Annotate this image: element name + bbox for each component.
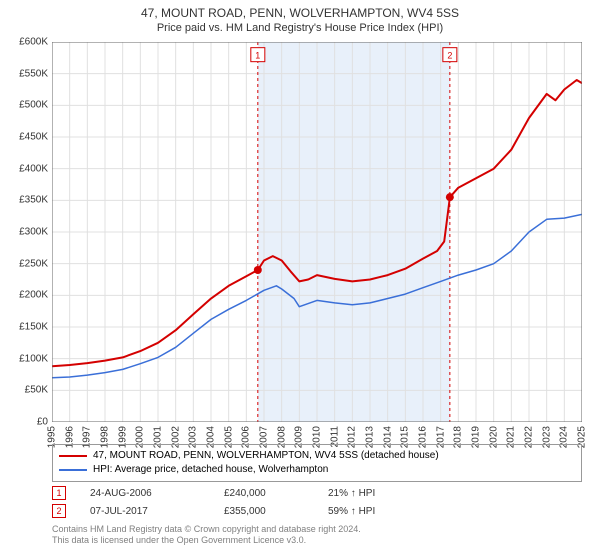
y-tick-label: £50K: [2, 385, 48, 396]
transaction-badge: 2: [52, 504, 66, 518]
legend-item: 47, MOUNT ROAD, PENN, WOLVERHAMPTON, WV4…: [59, 449, 575, 463]
y-tick-label: £300K: [2, 227, 48, 238]
legend-swatch: [59, 469, 87, 471]
chart-svg: 12: [52, 42, 582, 422]
footer-attribution: Contains HM Land Registry data © Crown c…: [52, 524, 582, 547]
y-tick-label: £350K: [2, 195, 48, 206]
transaction-date: 07-JUL-2017: [90, 506, 200, 517]
svg-text:1: 1: [255, 51, 260, 61]
y-tick-label: £0: [2, 417, 48, 428]
y-tick-label: £100K: [2, 353, 48, 364]
y-tick-label: £250K: [2, 258, 48, 269]
legend: 47, MOUNT ROAD, PENN, WOLVERHAMPTON, WV4…: [52, 444, 582, 482]
transactions-table: 1 24-AUG-2006 £240,000 21% ↑ HPI 2 07-JU…: [52, 484, 582, 520]
y-tick-label: £150K: [2, 322, 48, 333]
chart-title: 47, MOUNT ROAD, PENN, WOLVERHAMPTON, WV4…: [0, 0, 600, 22]
transaction-badge: 1: [52, 486, 66, 500]
footer-line: Contains HM Land Registry data © Crown c…: [52, 524, 582, 535]
transaction-price: £240,000: [224, 488, 304, 499]
y-tick-label: £600K: [2, 37, 48, 48]
transaction-date: 24-AUG-2006: [90, 488, 200, 499]
transaction-row: 2 07-JUL-2017 £355,000 59% ↑ HPI: [52, 502, 582, 520]
legend-item: HPI: Average price, detached house, Wolv…: [59, 463, 575, 477]
chart-container: 47, MOUNT ROAD, PENN, WOLVERHAMPTON, WV4…: [0, 0, 600, 560]
transaction-pct: 59% ↑ HPI: [328, 506, 428, 517]
transaction-price: £355,000: [224, 506, 304, 517]
footer-line: This data is licensed under the Open Gov…: [52, 535, 582, 546]
transaction-row: 1 24-AUG-2006 £240,000 21% ↑ HPI: [52, 484, 582, 502]
transaction-pct: 21% ↑ HPI: [328, 488, 428, 499]
y-tick-label: £200K: [2, 290, 48, 301]
y-tick-label: £500K: [2, 100, 48, 111]
legend-label: HPI: Average price, detached house, Wolv…: [93, 463, 328, 477]
y-tick-label: £450K: [2, 132, 48, 143]
chart-subtitle: Price paid vs. HM Land Registry's House …: [0, 22, 600, 38]
y-tick-label: £550K: [2, 68, 48, 79]
legend-label: 47, MOUNT ROAD, PENN, WOLVERHAMPTON, WV4…: [93, 449, 439, 463]
y-tick-label: £400K: [2, 163, 48, 174]
svg-text:2: 2: [447, 51, 452, 61]
chart-plot-area: 12: [52, 42, 582, 422]
legend-swatch: [59, 455, 87, 457]
